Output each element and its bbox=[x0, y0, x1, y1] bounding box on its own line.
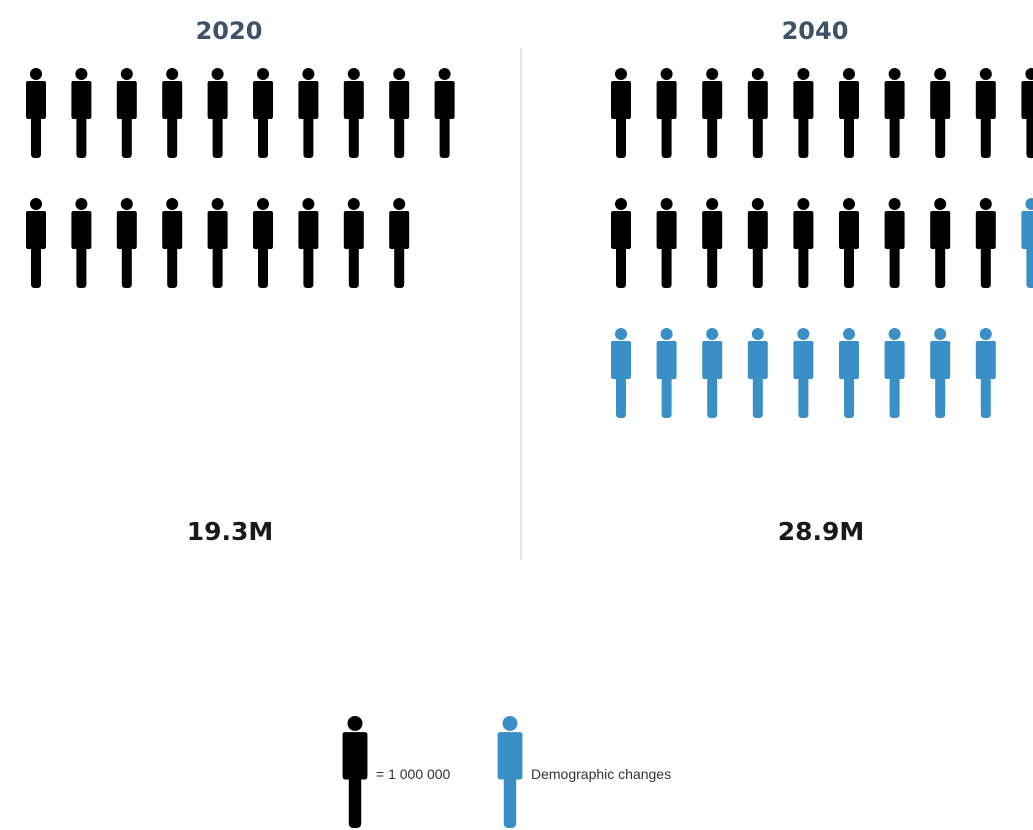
change-person-icon bbox=[839, 328, 859, 418]
person-icon bbox=[298, 198, 319, 288]
person-icon bbox=[116, 198, 137, 288]
change-person-icon bbox=[975, 328, 996, 418]
person-icon bbox=[884, 68, 905, 158]
person-icon bbox=[656, 68, 677, 158]
change-person-icon bbox=[611, 328, 631, 418]
person-icon bbox=[162, 68, 183, 158]
person-icon bbox=[26, 68, 46, 158]
panel-2020-total: 19.3M bbox=[187, 517, 274, 546]
person-icon bbox=[930, 198, 951, 288]
panel-2020-icons bbox=[26, 68, 455, 288]
person-icon bbox=[839, 68, 859, 158]
person-icon bbox=[253, 198, 273, 288]
person-icon bbox=[71, 198, 92, 288]
person-icon bbox=[298, 68, 319, 158]
person-icon bbox=[1021, 68, 1033, 158]
change-person-icon bbox=[702, 328, 723, 418]
person-icon bbox=[884, 198, 905, 288]
person-icon bbox=[343, 68, 364, 158]
panel-2040-year: 2040 bbox=[782, 17, 849, 45]
person-icon bbox=[656, 198, 677, 288]
person-icon bbox=[793, 198, 814, 288]
change-person-icon bbox=[793, 328, 814, 418]
person-icon bbox=[702, 68, 723, 158]
panel-2020-year: 2020 bbox=[196, 17, 263, 45]
legend-unit-person-icon bbox=[342, 716, 368, 828]
person-icon bbox=[930, 68, 951, 158]
person-icon bbox=[389, 68, 410, 158]
change-person-icon bbox=[930, 328, 951, 418]
legend-change-person-icon bbox=[497, 716, 523, 828]
person-icon bbox=[253, 68, 273, 158]
legend: = 1 000 000 Demographic changes bbox=[342, 716, 671, 828]
person-icon bbox=[839, 198, 859, 288]
person-icon bbox=[116, 68, 137, 158]
change-person-icon bbox=[747, 328, 768, 418]
person-icon bbox=[793, 68, 814, 158]
person-icon bbox=[611, 198, 631, 288]
legend-change-label: Demographic changes bbox=[531, 766, 671, 782]
change-person-icon bbox=[884, 328, 905, 418]
person-icon bbox=[162, 198, 183, 288]
person-icon bbox=[747, 68, 768, 158]
change-person-icon bbox=[1021, 198, 1033, 288]
person-icon bbox=[975, 68, 996, 158]
person-icon bbox=[207, 198, 228, 288]
person-icon bbox=[434, 68, 455, 158]
person-icon bbox=[975, 198, 996, 288]
person-icon bbox=[26, 198, 46, 288]
person-icon bbox=[343, 198, 364, 288]
panel-2040-total: 28.9M bbox=[778, 517, 865, 546]
person-icon bbox=[207, 68, 228, 158]
person-icon bbox=[702, 198, 723, 288]
panel-2040-icons bbox=[611, 68, 1033, 418]
change-person-icon bbox=[656, 328, 677, 418]
person-icon bbox=[611, 68, 631, 158]
person-icon bbox=[747, 198, 768, 288]
legend-unit-label: = 1 000 000 bbox=[376, 766, 451, 782]
person-icon bbox=[389, 198, 410, 288]
person-icon bbox=[71, 68, 92, 158]
